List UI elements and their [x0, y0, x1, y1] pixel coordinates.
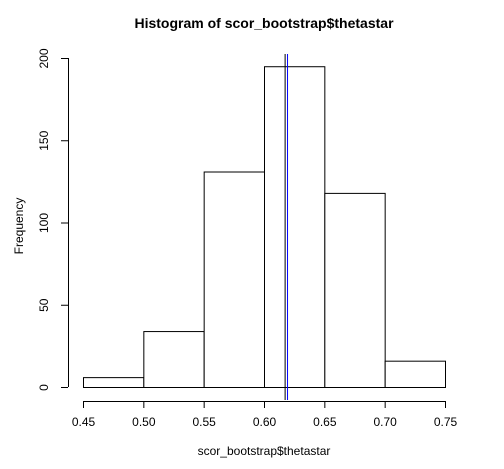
- histogram-bar: [143, 331, 205, 389]
- x-tick-label: 0.75: [434, 415, 458, 429]
- y-axis-label: Frequency: [12, 198, 26, 255]
- x-tick-label: 0.50: [132, 415, 156, 429]
- x-axis: 0.45 0.50 0.55 0.60 0.65 0.70 0.75: [72, 401, 458, 429]
- histogram-bar: [203, 171, 266, 388]
- y-tick-label: 0: [37, 384, 51, 391]
- y-axis: 0 50 100 150 200: [37, 48, 69, 391]
- y-tick-label: 200: [37, 48, 51, 68]
- reference-lines: [284, 54, 289, 400]
- x-tick-label: 0.70: [373, 415, 397, 429]
- x-tick-label: 0.55: [192, 415, 216, 429]
- histogram-bars: [83, 66, 446, 389]
- x-tick-label: 0.45: [72, 415, 96, 429]
- histogram-bar: [384, 360, 446, 388]
- chart-title: Histogram of scor_bootstrap$thetastar: [134, 15, 394, 31]
- y-tick-label: 50: [37, 298, 51, 312]
- x-tick-label: 0.65: [313, 415, 337, 429]
- histogram-bar: [264, 66, 326, 388]
- histogram-bar: [83, 377, 145, 389]
- histogram-bar: [324, 192, 386, 388]
- x-tick-label: 0.60: [253, 415, 277, 429]
- y-tick-label: 150: [37, 130, 51, 150]
- x-axis-label: scor_bootstrap$thetastar: [198, 444, 331, 458]
- y-tick-label: 100: [37, 213, 51, 233]
